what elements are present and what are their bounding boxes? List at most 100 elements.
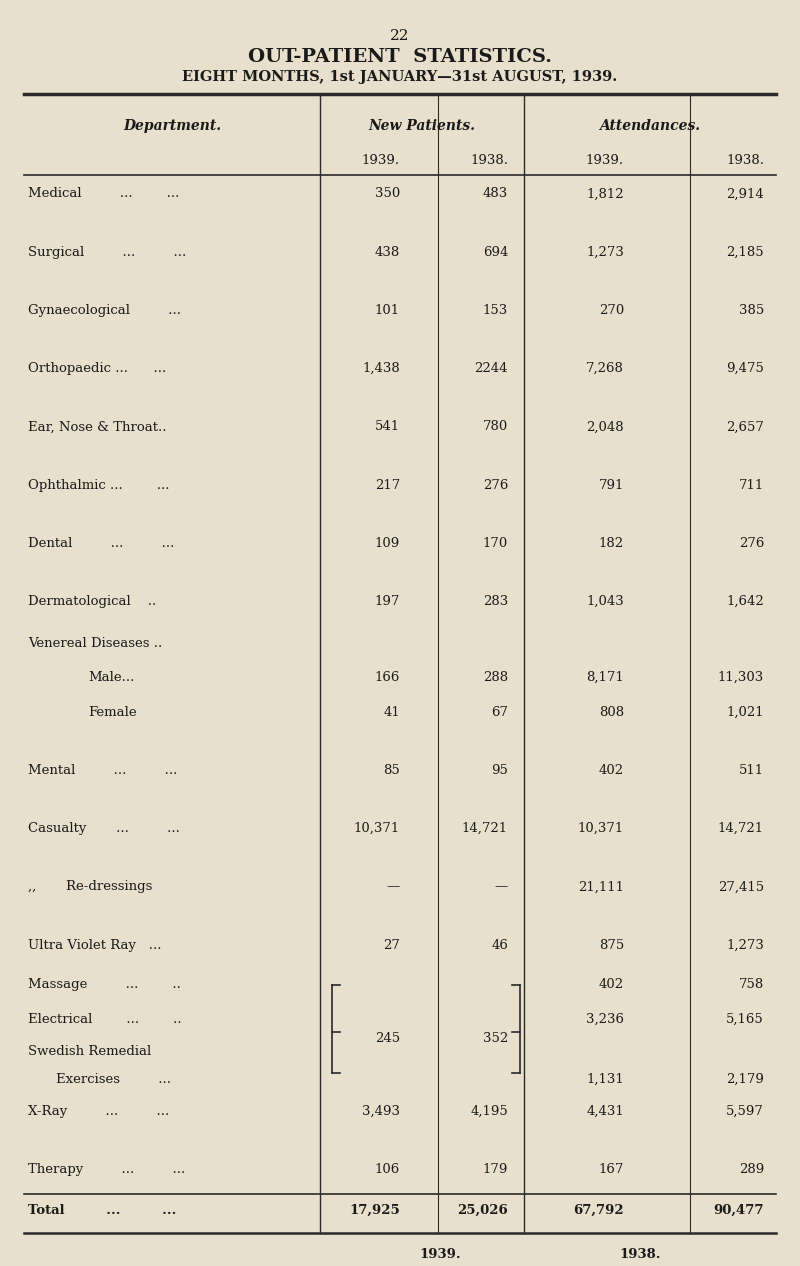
- Text: 483: 483: [482, 187, 508, 200]
- Text: 1,642: 1,642: [726, 595, 764, 608]
- Text: 4,195: 4,195: [470, 1105, 508, 1118]
- Text: 27: 27: [383, 938, 400, 952]
- Text: ,,       Re-dressings: ,, Re-dressings: [28, 880, 152, 894]
- Text: 402: 402: [599, 979, 624, 991]
- Text: 109: 109: [374, 537, 400, 549]
- Text: 90,477: 90,477: [714, 1204, 764, 1217]
- Text: 182: 182: [599, 537, 624, 549]
- Text: Department.: Department.: [123, 119, 221, 133]
- Text: 67,792: 67,792: [574, 1204, 624, 1217]
- Text: 541: 541: [375, 420, 400, 433]
- Text: 27,415: 27,415: [718, 880, 764, 894]
- Text: Medical         ...        ...: Medical ... ...: [28, 187, 179, 200]
- Text: 283: 283: [482, 595, 508, 608]
- Text: —: —: [386, 880, 400, 894]
- Text: 352: 352: [482, 1032, 508, 1044]
- Text: 2,179: 2,179: [726, 1074, 764, 1086]
- Text: 1,043: 1,043: [586, 595, 624, 608]
- Text: Ear, Nose & Throat..: Ear, Nose & Throat..: [28, 420, 166, 433]
- Text: 11,303: 11,303: [718, 671, 764, 684]
- Text: 1,021: 1,021: [726, 705, 764, 719]
- Text: 276: 276: [738, 537, 764, 549]
- Text: 1939.: 1939.: [586, 154, 624, 167]
- Text: Dental         ...         ...: Dental ... ...: [28, 537, 174, 549]
- Text: 167: 167: [598, 1163, 624, 1176]
- Text: 1,273: 1,273: [726, 938, 764, 952]
- Text: 106: 106: [374, 1163, 400, 1176]
- Text: 245: 245: [375, 1032, 400, 1044]
- Text: EIGHT MONTHS, 1st JANUARY—31st AUGUST, 1939.: EIGHT MONTHS, 1st JANUARY—31st AUGUST, 1…: [182, 70, 618, 84]
- Text: 8,171: 8,171: [586, 671, 624, 684]
- Text: 2,048: 2,048: [586, 420, 624, 433]
- Text: Female: Female: [88, 705, 137, 719]
- Text: 1,438: 1,438: [362, 362, 400, 375]
- Text: 758: 758: [738, 979, 764, 991]
- Text: Ophthalmic ...        ...: Ophthalmic ... ...: [28, 479, 170, 491]
- Text: 694: 694: [482, 246, 508, 258]
- Text: 95: 95: [491, 763, 508, 777]
- Text: 276: 276: [482, 479, 508, 491]
- Text: 10,371: 10,371: [578, 822, 624, 836]
- Text: New Patients.: New Patients.: [369, 119, 475, 133]
- Text: Male...: Male...: [88, 671, 134, 684]
- Text: 1938.: 1938.: [470, 154, 508, 167]
- Text: Orthopaedic ...      ...: Orthopaedic ... ...: [28, 362, 166, 375]
- Text: 1938.: 1938.: [619, 1248, 661, 1261]
- Text: 1,812: 1,812: [586, 187, 624, 200]
- Text: 1939.: 1939.: [362, 154, 400, 167]
- Text: 875: 875: [598, 938, 624, 952]
- Text: 22: 22: [390, 29, 410, 43]
- Text: 17,925: 17,925: [350, 1204, 400, 1217]
- Text: 2,185: 2,185: [726, 246, 764, 258]
- Text: 385: 385: [738, 304, 764, 316]
- Text: 5,597: 5,597: [726, 1105, 764, 1118]
- Text: 3,236: 3,236: [586, 1013, 624, 1027]
- Text: 10,371: 10,371: [354, 822, 400, 836]
- Text: OUT-PATIENT  STATISTICS.: OUT-PATIENT STATISTICS.: [248, 48, 552, 66]
- Text: 170: 170: [482, 537, 508, 549]
- Text: 67: 67: [491, 705, 508, 719]
- Text: Exercises         ...: Exercises ...: [56, 1074, 171, 1086]
- Text: 2244: 2244: [474, 362, 508, 375]
- Text: 438: 438: [374, 246, 400, 258]
- Text: 2,914: 2,914: [726, 187, 764, 200]
- Text: Mental         ...         ...: Mental ... ...: [28, 763, 178, 777]
- Text: 1939.: 1939.: [419, 1248, 461, 1261]
- Text: 9,475: 9,475: [726, 362, 764, 375]
- Text: 5,165: 5,165: [726, 1013, 764, 1027]
- Text: Casualty       ...         ...: Casualty ... ...: [28, 822, 180, 836]
- Text: 1938.: 1938.: [726, 154, 764, 167]
- Text: 791: 791: [598, 479, 624, 491]
- Text: 25,026: 25,026: [458, 1204, 508, 1217]
- Text: Venereal Diseases ..: Venereal Diseases ..: [28, 637, 162, 649]
- Text: Therapy         ...         ...: Therapy ... ...: [28, 1163, 186, 1176]
- Text: 2,657: 2,657: [726, 420, 764, 433]
- Text: 197: 197: [374, 595, 400, 608]
- Text: 85: 85: [383, 763, 400, 777]
- Text: 511: 511: [739, 763, 764, 777]
- Text: 166: 166: [374, 671, 400, 684]
- Text: 350: 350: [374, 187, 400, 200]
- Text: Electrical        ...        ..: Electrical ... ..: [28, 1013, 182, 1027]
- Text: 179: 179: [482, 1163, 508, 1176]
- Text: Ultra Violet Ray   ...: Ultra Violet Ray ...: [28, 938, 162, 952]
- Text: Dermatological    ..: Dermatological ..: [28, 595, 156, 608]
- Text: 4,431: 4,431: [586, 1105, 624, 1118]
- Text: Total         ...         ...: Total ... ...: [28, 1204, 176, 1217]
- Text: 3,493: 3,493: [362, 1105, 400, 1118]
- Text: 288: 288: [483, 671, 508, 684]
- Text: 14,721: 14,721: [462, 822, 508, 836]
- Text: Surgical         ...         ...: Surgical ... ...: [28, 246, 186, 258]
- Text: 808: 808: [599, 705, 624, 719]
- Text: 153: 153: [482, 304, 508, 316]
- Text: X-Ray         ...         ...: X-Ray ... ...: [28, 1105, 170, 1118]
- Text: 711: 711: [738, 479, 764, 491]
- Text: 21,111: 21,111: [578, 880, 624, 894]
- Text: 14,721: 14,721: [718, 822, 764, 836]
- Text: 270: 270: [598, 304, 624, 316]
- Text: 101: 101: [375, 304, 400, 316]
- Text: 780: 780: [482, 420, 508, 433]
- Text: Gynaecological         ...: Gynaecological ...: [28, 304, 181, 316]
- Text: —: —: [494, 880, 508, 894]
- Text: 402: 402: [599, 763, 624, 777]
